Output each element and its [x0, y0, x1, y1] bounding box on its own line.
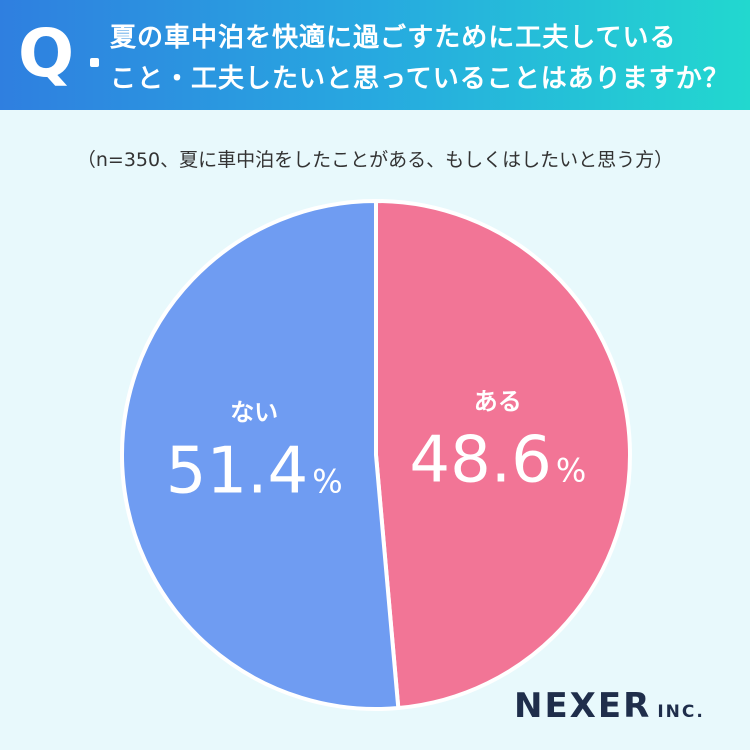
question-text-line1: 夏の車中泊を快適に過ごすために工夫している [110, 23, 677, 53]
pie-slice-2 [120, 199, 401, 711]
question-mark: Q [18, 15, 75, 92]
slice-value: 51.4% [166, 434, 343, 508]
brand-logo: NEXER INC. [514, 686, 705, 726]
question-mark-dot [90, 58, 99, 67]
slice-label: ある [474, 388, 522, 416]
brand-name: NEXER [514, 686, 652, 726]
brand-suffix: INC. [657, 702, 705, 722]
slice-value: 48.6% [409, 424, 586, 498]
pie-slice-1 [374, 199, 632, 711]
slice-label: ない [230, 398, 278, 426]
sample-note: （n=350、夏に車中泊をしたことがある、もしくはしたいと思う方） [76, 149, 674, 171]
question-header: Q 夏の車中泊を快適に過ごすために工夫している こと・工夫したいと思っていること… [0, 0, 750, 110]
question-text-line2: こと・工夫したいと思っていることはありますか？ [110, 64, 730, 94]
